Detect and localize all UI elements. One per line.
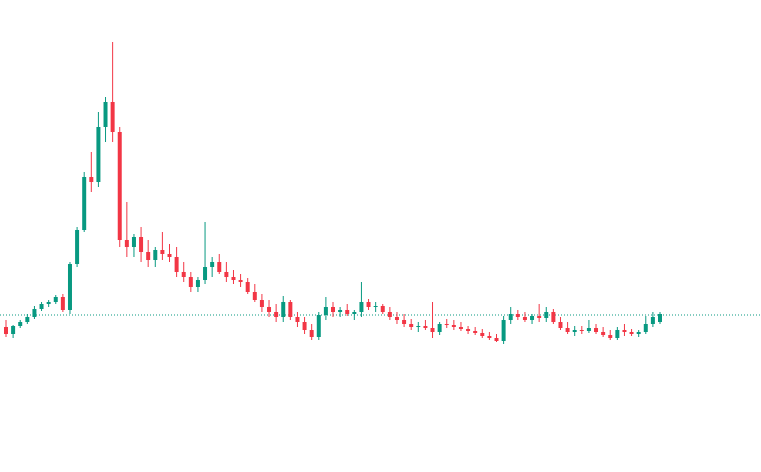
candle-body — [558, 322, 563, 328]
candle-body — [586, 328, 591, 331]
candle-body — [579, 330, 584, 331]
candle-body — [466, 329, 471, 331]
candle-body — [501, 320, 506, 341]
candle-body — [39, 304, 44, 309]
candle-body — [267, 307, 272, 312]
candle-body — [331, 307, 335, 312]
candle-body — [601, 332, 606, 335]
candle-body — [409, 324, 414, 327]
candle-body — [210, 262, 215, 267]
candle-body — [75, 230, 80, 264]
candle-body — [366, 302, 371, 307]
candle-body — [359, 302, 364, 312]
candle-body — [11, 326, 16, 334]
candle-body — [458, 327, 463, 329]
candle-body — [252, 292, 257, 300]
candle-body — [117, 132, 122, 240]
candle-body — [508, 314, 513, 320]
candle-body — [650, 317, 655, 324]
candle-body — [387, 312, 392, 317]
candle-body — [60, 297, 65, 310]
candle-body — [345, 310, 350, 314]
candle-body — [203, 267, 208, 280]
candle-body — [530, 316, 535, 320]
candle-body — [594, 328, 599, 332]
candle-body — [373, 306, 378, 307]
candle-body — [480, 333, 485, 336]
candle-body — [551, 312, 556, 322]
candle-body — [217, 262, 222, 272]
candle-body — [423, 326, 428, 328]
candle-body — [515, 314, 520, 317]
candle-body — [146, 252, 151, 260]
candle-body — [25, 317, 30, 322]
candle-body — [622, 330, 627, 332]
candle-body — [67, 264, 72, 310]
candle-body — [430, 328, 435, 332]
candle-body — [473, 331, 478, 333]
candle-body — [259, 300, 264, 307]
candle-body — [224, 272, 229, 277]
candle-body — [416, 326, 421, 327]
candle-body — [167, 254, 172, 257]
candle-body — [437, 324, 442, 332]
candle-body — [153, 250, 158, 260]
candle-body — [274, 312, 279, 317]
candle-body — [4, 327, 8, 334]
candle-body — [323, 307, 328, 315]
candle-body — [89, 177, 94, 182]
candle-body — [160, 250, 165, 254]
candle-body — [451, 325, 456, 327]
candle-body — [658, 314, 662, 322]
candle-body — [231, 277, 236, 280]
candle-body — [174, 257, 179, 272]
candle-body — [188, 277, 193, 287]
candle-body — [110, 102, 115, 132]
candle-body — [522, 317, 527, 320]
candle-body — [131, 237, 136, 247]
candle-body — [195, 280, 200, 287]
candle-body — [139, 237, 144, 252]
candle-body — [544, 312, 549, 318]
candle-body — [608, 335, 613, 338]
candle-body — [643, 324, 648, 332]
candle-body — [288, 302, 293, 317]
candle-body — [394, 317, 399, 320]
candle-body — [402, 320, 407, 324]
candle-body — [18, 322, 23, 326]
candle-body — [615, 330, 620, 338]
candle-body — [245, 282, 250, 292]
candle-body — [124, 240, 129, 247]
candle-body — [181, 272, 186, 277]
candle-body — [338, 310, 343, 312]
candle-body — [32, 309, 37, 317]
candle-body — [629, 332, 634, 334]
candle-body — [309, 330, 314, 337]
candle-body — [295, 317, 300, 322]
candle-body — [352, 312, 357, 314]
candle-body — [572, 330, 577, 332]
candle-body — [103, 102, 108, 127]
candle-body — [281, 302, 286, 317]
candle-body — [46, 302, 51, 304]
candle-body — [82, 177, 87, 230]
candle-body — [636, 332, 641, 334]
candle-body — [487, 336, 492, 338]
candle-body — [238, 280, 243, 282]
candle-body — [302, 322, 307, 330]
candle-body — [316, 315, 321, 337]
candle-body — [565, 328, 570, 332]
candle-body — [444, 324, 449, 325]
candle-body — [537, 316, 542, 318]
candle-body — [53, 297, 58, 302]
candle-body — [96, 127, 101, 182]
candle-body — [380, 306, 385, 312]
candle-body — [494, 338, 499, 341]
